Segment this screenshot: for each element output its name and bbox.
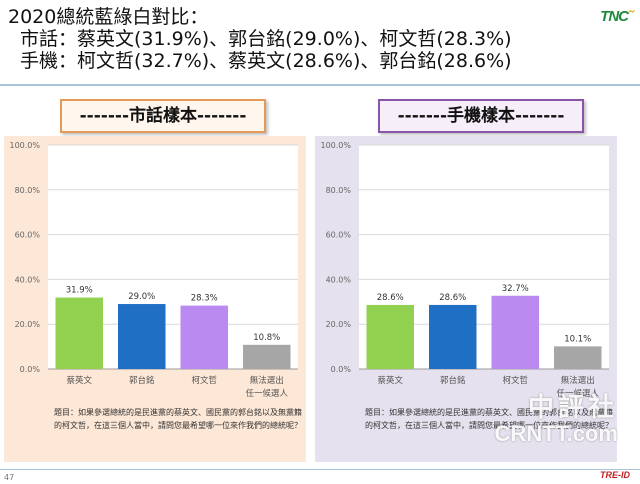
landline-chart-panel: 0.0% 20.0% 40.0% 60.0% 80.0% 100.0% 31.9% 蔡英文 29… xyxy=(4,136,306,462)
x-tick-label: 柯文哲 xyxy=(191,375,217,386)
x-tick-label: 蔡英文 xyxy=(377,375,403,386)
x-tick-label: 郭台銘 xyxy=(129,375,155,386)
landline-summary: 市話：蔡英文(31.9%)、郭台銘(29.0%)、柯文哲(28.3%) xyxy=(20,28,512,50)
mobile-chart: 0.0% 20.0% 40.0% 60.0% 80.0% 100.0% 28.6% 蔡英文 28… xyxy=(320,141,609,399)
tnc-logo: TNC˜ xyxy=(600,8,633,25)
bar xyxy=(366,304,414,369)
data-label: 31.9% xyxy=(66,286,93,296)
x-tick-label: 任一候選人 xyxy=(245,388,288,399)
data-label: 28.6% xyxy=(439,293,466,303)
y-tick-label: 20.0% xyxy=(326,320,352,329)
data-label: 10.8% xyxy=(253,333,280,343)
bar xyxy=(55,297,103,369)
data-label: 10.1% xyxy=(564,334,591,344)
data-label: 28.3% xyxy=(191,294,218,304)
title-block: 2020總統藍綠白對比： 市話：蔡英文(31.9%)、郭台銘(29.0%)、柯文… xyxy=(8,6,608,72)
y-tick-label: 60.0% xyxy=(15,231,41,240)
page-number: 47 xyxy=(4,473,15,482)
data-label: 32.7% xyxy=(502,284,529,294)
bar xyxy=(491,295,539,369)
y-tick-label: 80.0% xyxy=(326,186,352,195)
x-tick-label: 無法選出 xyxy=(250,375,284,386)
y-tick-label: 40.0% xyxy=(15,275,41,284)
tnc-logo-text: TNC xyxy=(600,8,629,25)
x-tick-label: 任一候選人 xyxy=(556,388,599,399)
x-tick-label: 無法選出 xyxy=(561,375,595,386)
bar xyxy=(429,304,477,369)
mobile-sample-label: -------手機樣本------- xyxy=(378,99,584,133)
question-text: 題目：如果參選總統的是民進黨的蔡英文、國民黨的郭台銘以及無黨籍的柯文哲，在這三個… xyxy=(54,408,302,430)
mobile-summary: 手機：柯文哲(32.7%)、蔡英文(28.6%)、郭台銘(28.6%) xyxy=(20,50,512,72)
watermark-line1: 中評社 xyxy=(527,393,618,423)
bar xyxy=(118,304,166,369)
y-tick-label: 0.0% xyxy=(20,365,41,374)
data-label: 29.0% xyxy=(128,292,155,302)
landline-sample-label: -------市話樣本------- xyxy=(60,99,266,133)
header-divider xyxy=(0,84,640,86)
y-tick-label: 80.0% xyxy=(15,186,41,195)
y-tick-label: 40.0% xyxy=(326,275,352,284)
y-tick-label: 20.0% xyxy=(15,320,41,329)
swoosh-icon: ˜ xyxy=(628,8,633,25)
footer-divider xyxy=(0,469,640,470)
mobile-chart-panel: 0.0% 20.0% 40.0% 60.0% 80.0% 100.0% 28.6% 蔡英文 28… xyxy=(315,136,617,462)
tre-id-logo: TRE-ID xyxy=(600,470,630,480)
y-tick-label: 100.0% xyxy=(320,141,351,150)
bar xyxy=(243,344,291,369)
y-tick-label: 100.0% xyxy=(9,141,40,150)
bar xyxy=(180,305,228,369)
bar xyxy=(554,346,602,369)
page-title: 2020總統藍綠白對比： xyxy=(8,6,209,28)
x-tick-label: 柯文哲 xyxy=(502,375,528,386)
question-text: 題目：如果參選總統的是民進黨的蔡英文、國民黨的郭台銘以及無黨籍的柯文哲，在這三個… xyxy=(365,408,613,430)
data-label: 28.6% xyxy=(377,293,404,303)
x-tick-label: 郭台銘 xyxy=(440,375,466,386)
y-tick-label: 60.0% xyxy=(326,231,352,240)
watermark-line2: CRNTT.com xyxy=(494,421,618,446)
landline-chart: 0.0% 20.0% 40.0% 60.0% 80.0% 100.0% 31.9% 蔡英文 29… xyxy=(9,141,298,399)
watermark: 中評社 CRNTT.com xyxy=(495,394,618,446)
y-tick-label: 0.0% xyxy=(331,365,352,374)
x-tick-label: 蔡英文 xyxy=(66,375,92,386)
